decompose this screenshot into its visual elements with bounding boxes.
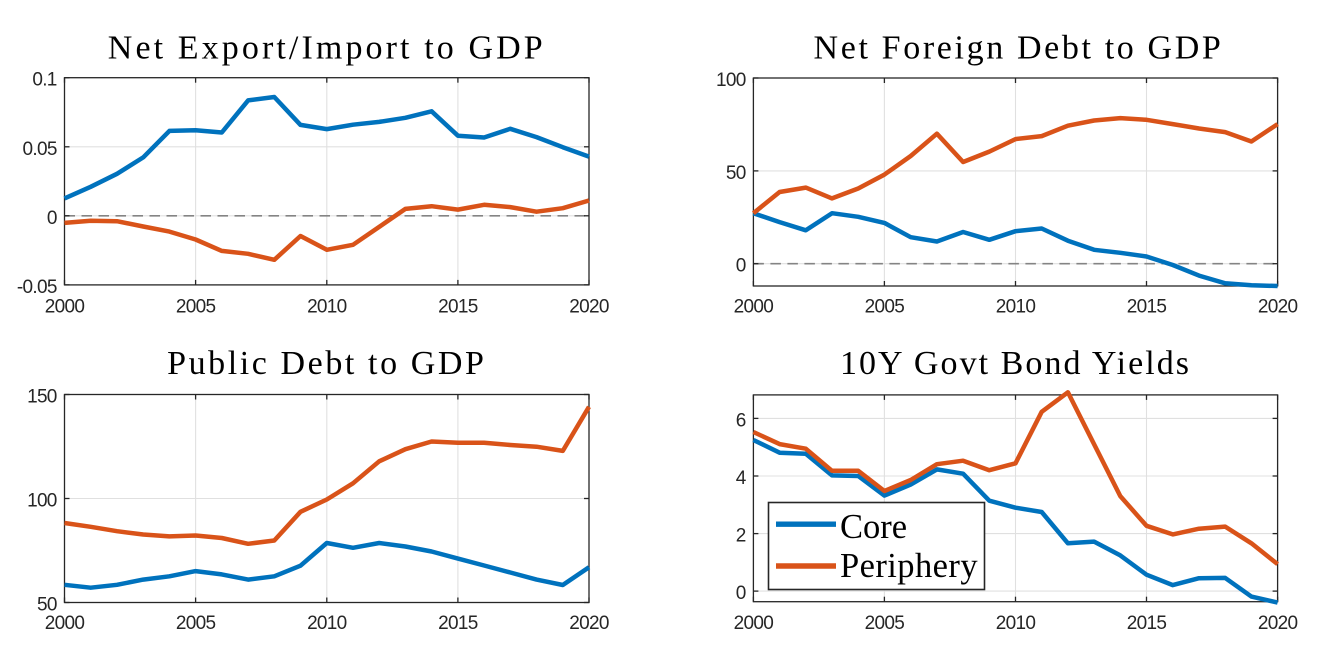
svg-text:Net Export/Import to GDP: Net Export/Import to GDP (108, 29, 546, 66)
svg-text:0.1: 0.1 (32, 70, 56, 91)
svg-text:0: 0 (47, 208, 57, 229)
svg-text:2020: 2020 (569, 613, 609, 634)
svg-text:2005: 2005 (865, 613, 905, 634)
svg-text:2000: 2000 (45, 296, 85, 317)
svg-text:2015: 2015 (438, 613, 478, 634)
svg-text:Net Foreign Debt to GDP: Net Foreign Debt to GDP (814, 29, 1224, 66)
svg-text:2000: 2000 (734, 613, 774, 634)
svg-text:4: 4 (736, 468, 747, 489)
svg-text:2010: 2010 (307, 613, 347, 634)
svg-text:Periphery: Periphery (840, 547, 978, 585)
svg-text:2020: 2020 (1258, 296, 1298, 317)
svg-text:100: 100 (716, 70, 746, 91)
svg-text:2010: 2010 (996, 613, 1036, 634)
svg-text:0: 0 (736, 583, 746, 604)
svg-text:2020: 2020 (569, 296, 609, 317)
svg-text:-0.05: -0.05 (17, 277, 57, 298)
svg-text:2015: 2015 (1127, 613, 1167, 634)
svg-text:0: 0 (736, 256, 746, 277)
svg-text:2000: 2000 (45, 613, 85, 634)
svg-text:2015: 2015 (438, 296, 478, 317)
svg-text:2000: 2000 (734, 296, 774, 317)
svg-text:Core: Core (840, 508, 907, 546)
svg-text:2: 2 (736, 526, 746, 547)
svg-text:2005: 2005 (176, 296, 216, 317)
svg-text:2020: 2020 (1258, 613, 1298, 634)
svg-text:50: 50 (37, 595, 57, 616)
svg-text:2010: 2010 (996, 296, 1036, 317)
svg-text:100: 100 (27, 491, 57, 512)
svg-text:6: 6 (736, 410, 746, 431)
svg-text:150: 150 (27, 387, 57, 408)
svg-text:2010: 2010 (307, 296, 347, 317)
svg-text:2005: 2005 (176, 613, 216, 634)
svg-text:2015: 2015 (1127, 296, 1167, 317)
svg-text:2005: 2005 (865, 296, 905, 317)
svg-text:10Y Govt Bond Yields: 10Y Govt Bond Yields (840, 345, 1191, 382)
svg-text:0.05: 0.05 (23, 139, 57, 160)
svg-text:50: 50 (726, 163, 746, 184)
svg-text:Public Debt to GDP: Public Debt to GDP (167, 345, 486, 382)
